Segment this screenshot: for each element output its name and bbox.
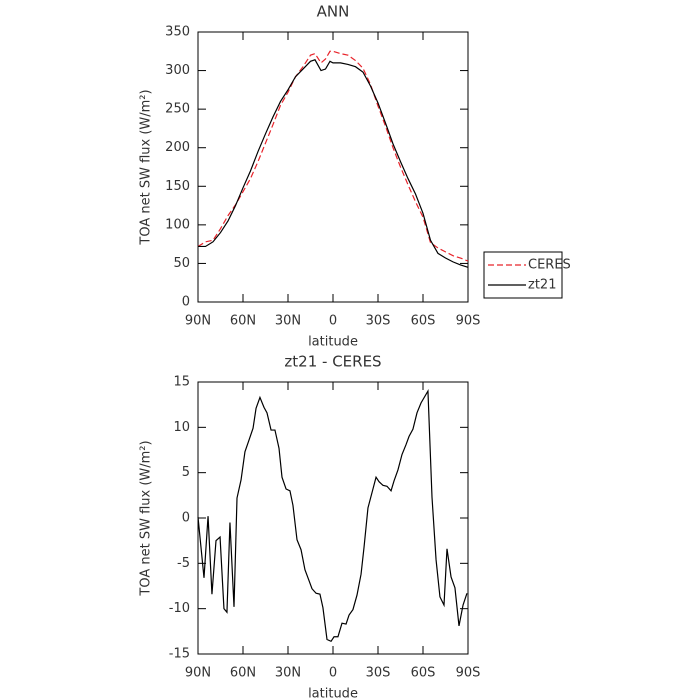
y-tick-label: 50: [173, 256, 190, 271]
x-tick-label: 30N: [275, 314, 301, 329]
y-tick-label: 300: [165, 63, 190, 78]
x-tick-label: 60N: [230, 666, 256, 681]
y-axis-label: TOA net SW flux (W/m²): [139, 89, 154, 245]
x-tick-label: 90S: [456, 314, 481, 329]
y-tick-label: 0: [182, 511, 190, 526]
y-tick-label: 0: [182, 295, 190, 310]
y-tick-label: 5: [182, 465, 190, 480]
x-tick-label: 30N: [275, 666, 301, 681]
x-tick-label: 90N: [185, 314, 211, 329]
y-tick-label: 150: [165, 179, 190, 194]
data-line: [197, 388, 468, 643]
x-tick-label: 0: [329, 666, 337, 681]
y-tick-label: 100: [165, 217, 190, 232]
x-tick-label: 90S: [456, 666, 481, 681]
y-tick-label: -15: [169, 647, 190, 662]
y-tick-label: 15: [173, 375, 190, 390]
legend-label: zt21: [528, 278, 556, 293]
x-tick-label: 0: [329, 314, 337, 329]
y-axis-label: TOA net SW flux (W/m²): [139, 440, 154, 596]
y-tick-label: 250: [165, 102, 190, 117]
y-tick-label: -10: [169, 601, 190, 616]
chart-title: ANN: [317, 3, 350, 21]
y-tick-label: 10: [173, 420, 190, 435]
x-tick-label: 60S: [411, 666, 436, 681]
x-tick-label: 30S: [366, 666, 391, 681]
x-tick-label: 60S: [411, 314, 436, 329]
plot-frame: [197, 31, 469, 303]
data-line: [198, 59, 469, 268]
data-line: [197, 50, 469, 262]
chart-title: zt21 - CERES: [284, 353, 381, 371]
legend-box: [483, 251, 563, 299]
y-tick-label: 200: [165, 140, 190, 155]
x-tick-label: 60N: [230, 314, 256, 329]
plot-frame: [197, 381, 469, 655]
x-axis-label: latitude: [308, 687, 358, 700]
x-axis-label: latitude: [308, 335, 358, 350]
x-tick-label: 90N: [185, 666, 211, 681]
x-tick-label: 30S: [366, 314, 391, 329]
y-tick-label: 350: [165, 25, 190, 40]
legend-label: CERES: [528, 258, 571, 273]
y-tick-label: -5: [177, 556, 190, 571]
